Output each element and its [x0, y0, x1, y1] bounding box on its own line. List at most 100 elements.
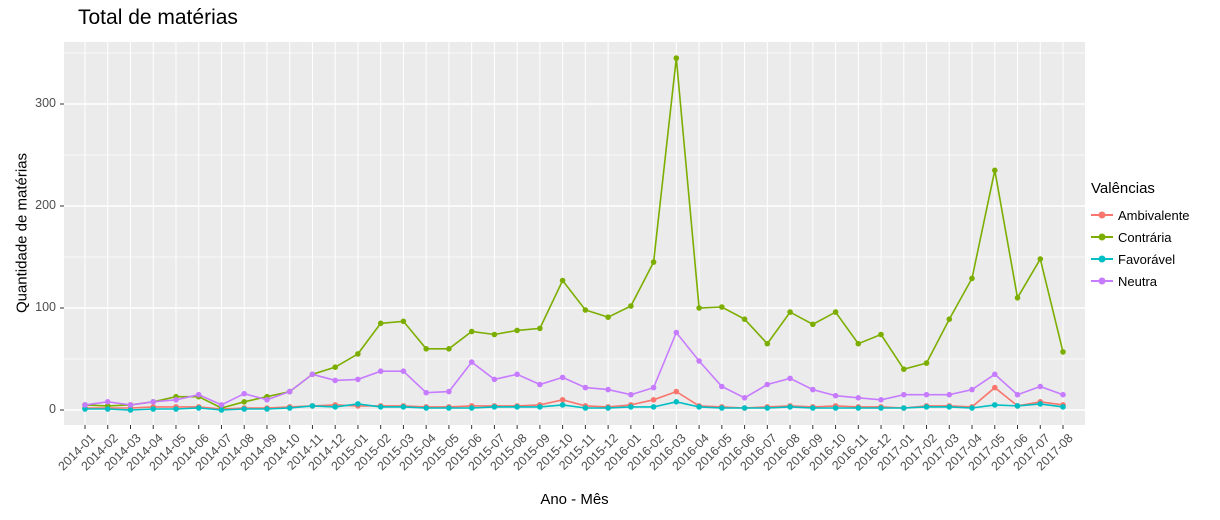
series-point — [764, 404, 771, 410]
legend-key-icon — [1091, 251, 1113, 267]
series-point — [286, 388, 293, 395]
series-point — [400, 368, 407, 375]
series-point — [491, 331, 498, 338]
series-point — [719, 383, 725, 390]
series-point — [377, 403, 384, 409]
series-point — [82, 402, 88, 408]
series-point — [696, 305, 702, 311]
series-point — [673, 329, 680, 336]
series-point — [650, 384, 657, 391]
series-point — [946, 403, 953, 409]
series-point — [946, 404, 953, 410]
legend-item-label: Contrária — [1118, 229, 1172, 245]
series-point — [605, 314, 611, 321]
series-point — [127, 402, 134, 408]
series-point — [628, 402, 634, 408]
series-point — [127, 407, 134, 413]
series-point — [514, 403, 520, 409]
series-point — [673, 388, 680, 395]
series-point — [923, 403, 930, 409]
series-point — [423, 346, 430, 352]
series-point — [719, 404, 725, 410]
series-point — [286, 404, 293, 410]
series-point — [969, 386, 975, 393]
series-point — [264, 393, 270, 400]
series-point — [241, 399, 247, 405]
series-point — [127, 405, 134, 411]
series-point — [901, 366, 907, 373]
series-point — [855, 340, 862, 347]
series-point — [150, 406, 156, 412]
series-point — [719, 405, 725, 411]
series-point — [491, 404, 498, 410]
series-point — [878, 405, 884, 411]
series-point — [901, 405, 907, 411]
series-point — [423, 404, 430, 410]
series-point — [400, 404, 407, 410]
series-point — [446, 404, 452, 410]
legend-item-neutra: Neutra — [1091, 270, 1190, 292]
series-point — [787, 403, 793, 409]
series-point — [787, 404, 793, 410]
series-point — [605, 386, 611, 393]
series-point — [332, 404, 339, 410]
legend: Valências Ambivalente Contrária Favoráve… — [1091, 180, 1190, 292]
series-point — [992, 402, 998, 408]
series-point — [446, 346, 452, 352]
series-point — [150, 404, 156, 410]
series-point — [946, 316, 953, 323]
series-point — [82, 405, 88, 411]
series-point — [82, 406, 88, 412]
series-point — [992, 167, 998, 174]
series-point — [878, 404, 884, 410]
series-point — [832, 403, 839, 409]
series-point — [355, 401, 361, 407]
series-point — [1014, 295, 1021, 301]
series-point — [127, 402, 134, 408]
series-point — [104, 406, 111, 412]
series-point — [1014, 403, 1021, 409]
series-point — [104, 403, 111, 409]
series-point — [514, 327, 520, 334]
series-point — [969, 404, 975, 410]
series-point — [628, 404, 634, 410]
series-point — [810, 386, 816, 393]
series-point — [1037, 256, 1044, 262]
series-point — [309, 371, 316, 378]
series-point — [1037, 399, 1044, 405]
series-point — [309, 371, 316, 378]
legend-key-dot — [1098, 233, 1106, 241]
series-point — [696, 404, 702, 410]
series-point — [787, 375, 793, 382]
series-point — [241, 405, 247, 411]
legend-item-favoravel: Favorável — [1091, 248, 1190, 270]
legend-item-contraria: Contrária — [1091, 226, 1190, 248]
series-point — [468, 328, 475, 335]
series-point — [992, 371, 998, 378]
series-point — [628, 303, 634, 309]
series-point — [855, 395, 862, 401]
series-point — [696, 403, 702, 409]
legend-item-label: Favorável — [1118, 251, 1176, 267]
series-point — [605, 405, 611, 411]
series-point — [446, 388, 452, 395]
series-point — [537, 325, 543, 332]
series-point — [468, 359, 475, 365]
series-point — [878, 397, 884, 403]
series-point — [355, 403, 361, 409]
y-tick-label: 100 — [35, 300, 56, 314]
series-point — [491, 376, 498, 383]
series-point — [173, 397, 179, 403]
legend-key-dot — [1098, 255, 1106, 263]
series-point — [1014, 391, 1021, 398]
series-point — [195, 404, 202, 410]
series-point — [741, 395, 748, 401]
series-point — [218, 405, 225, 411]
series-point — [82, 402, 88, 408]
series-point — [150, 399, 156, 405]
series-point — [832, 392, 839, 399]
series-point — [559, 277, 566, 284]
series-point — [832, 309, 839, 315]
series-point — [628, 391, 634, 398]
